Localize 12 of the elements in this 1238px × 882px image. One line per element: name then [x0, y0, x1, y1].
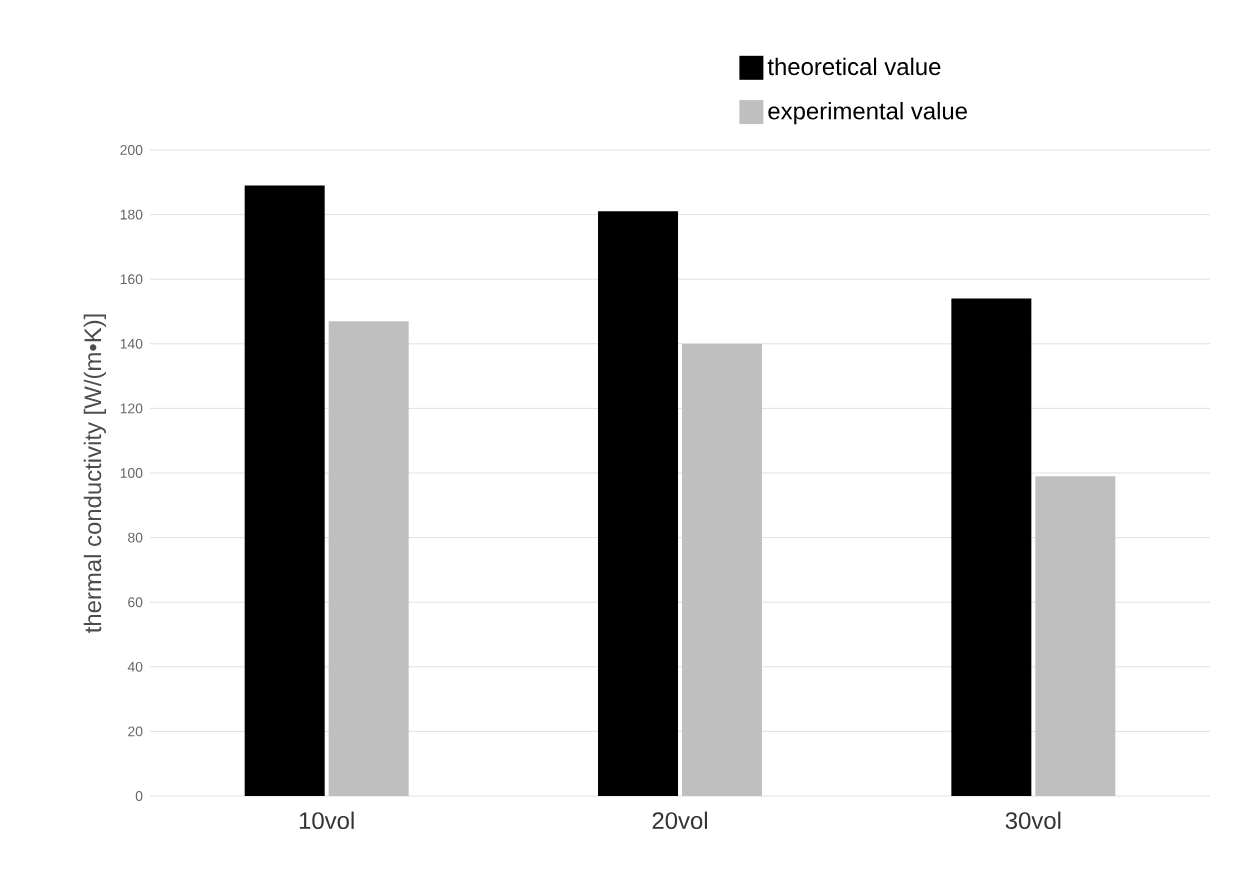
x-tick-label: 20vol [652, 811, 707, 830]
bar [951, 298, 1032, 796]
y-axis-title: thermal conductivity [W/(m•K)] [83, 314, 107, 633]
bar [598, 211, 679, 796]
x-tick-label: 30vol [1005, 811, 1061, 830]
legend-label: theoretical value [767, 57, 941, 76]
bar [244, 185, 325, 796]
x-tick-label: 10vol [299, 811, 354, 830]
legend-label: experimental value [768, 101, 967, 125]
bar [1035, 476, 1116, 796]
bar [682, 343, 762, 796]
bar [328, 321, 409, 796]
